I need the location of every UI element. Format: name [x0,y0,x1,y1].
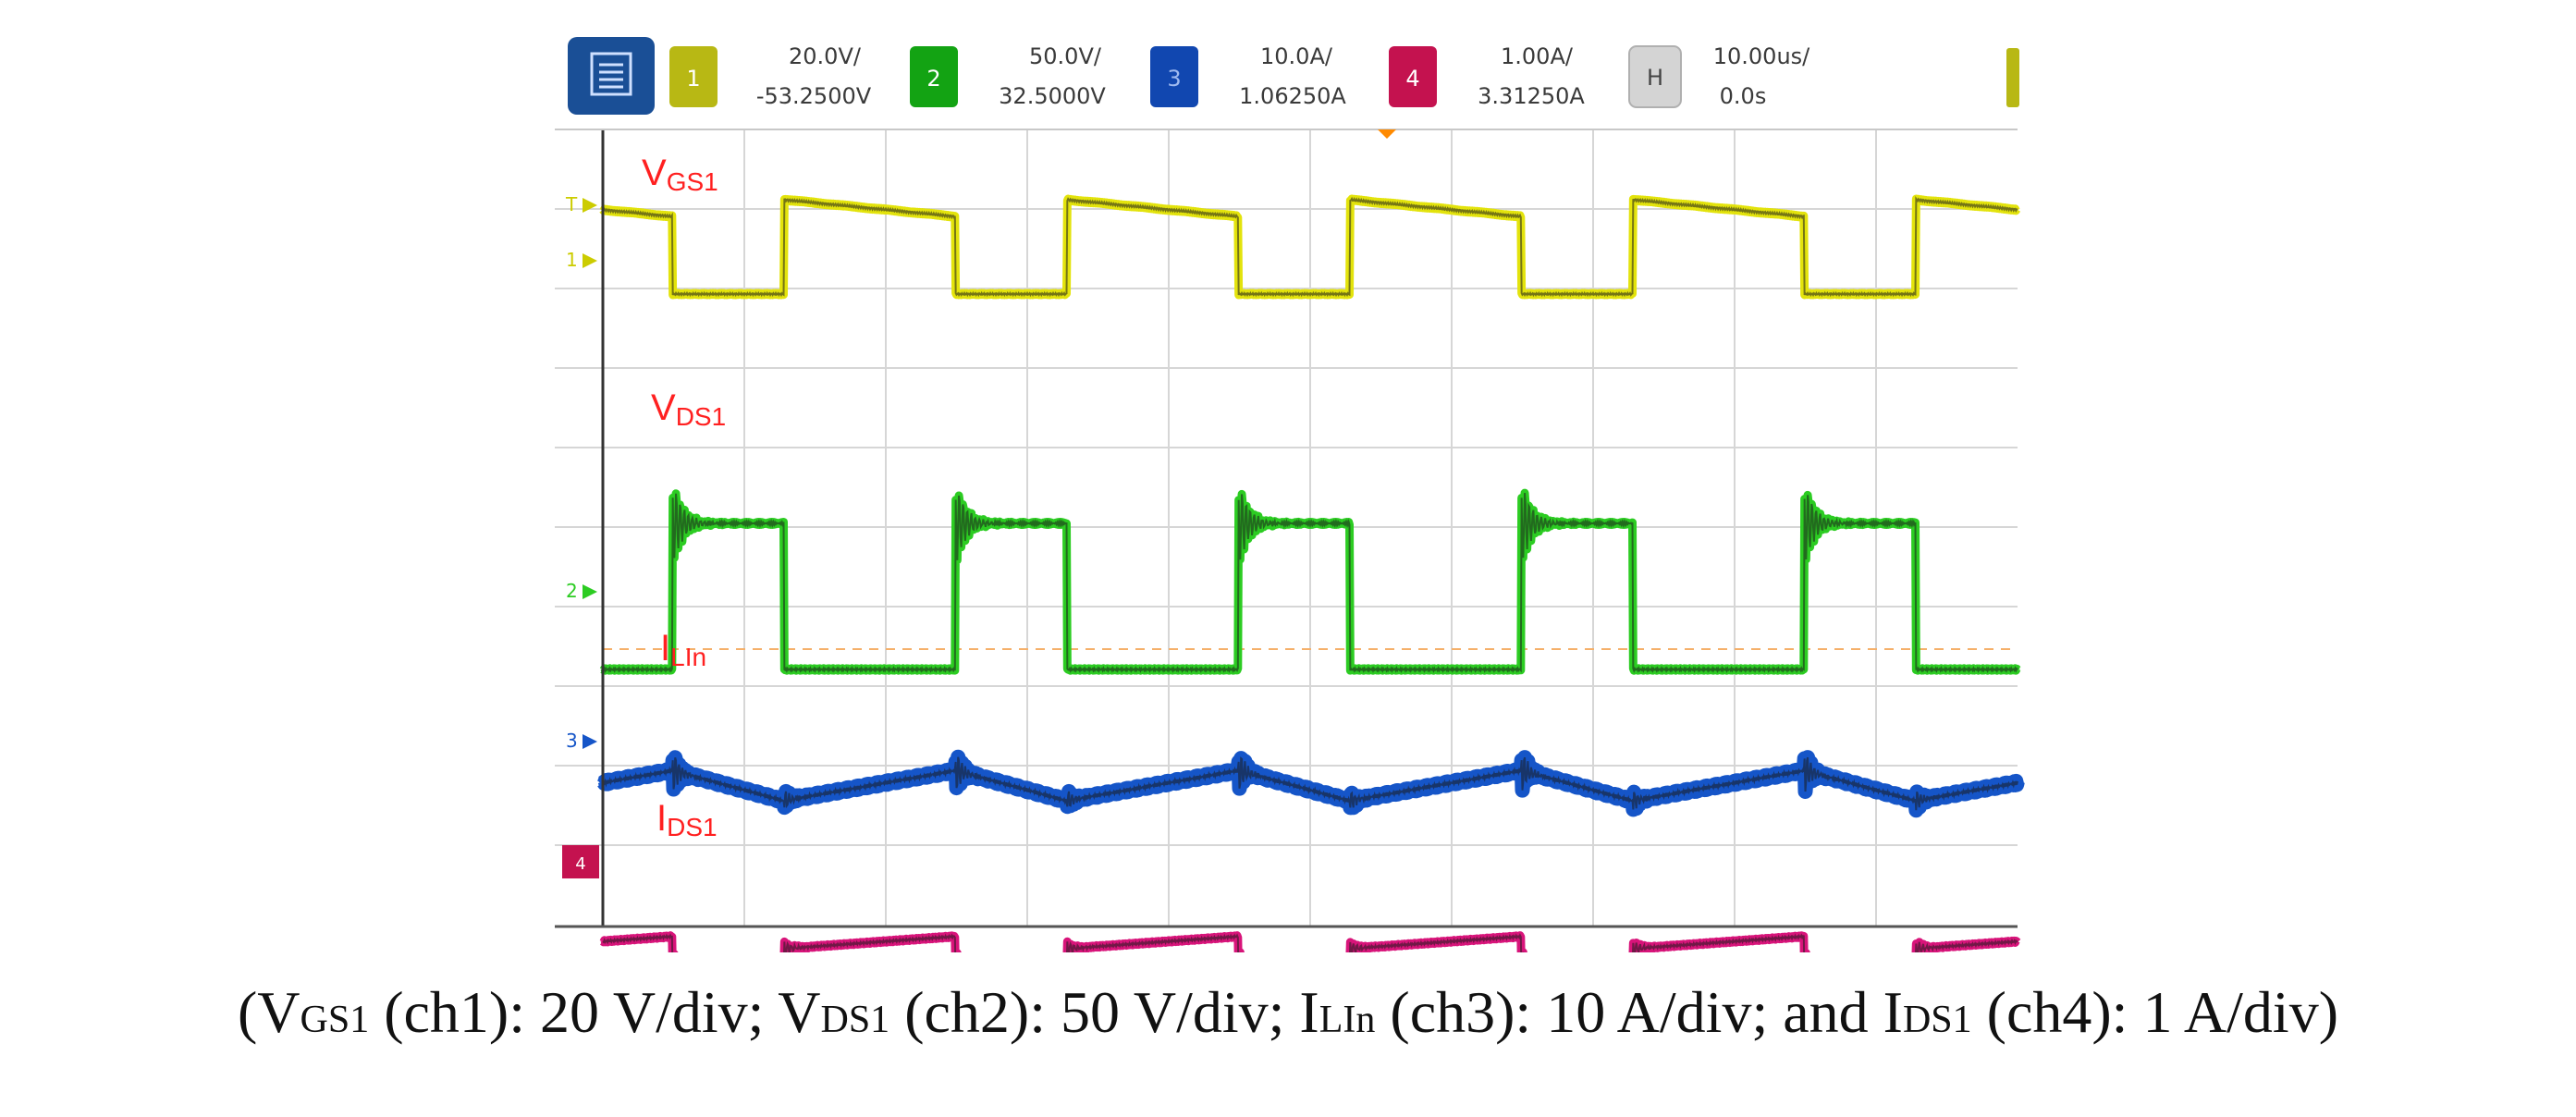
figure-caption: (VGS1 (ch1): 20 V/div; VDS1 (ch2): 50 V/… [0,978,2576,1047]
channel-marker-arrow [583,253,597,268]
channel-marker-label: 4 [575,854,585,874]
channel-marker-label: 3 [566,730,578,752]
channel-4-control[interactable]: 4 1.00A/ 3.31250A [1389,43,1585,109]
vgs1-trace-edge [602,196,2018,298]
channel-1-number: 1 [686,66,700,92]
channel-2-control[interactable]: 2 50.0V/ 32.5000V [910,43,1106,109]
channel-3-offset: 1.06250A [1239,83,1346,109]
caption-subscript: LIn [1319,999,1376,1041]
channel-2-number: 2 [926,66,940,92]
channel-marker-label: T [565,193,578,215]
channel-3-number: 3 [1167,66,1181,92]
menu-button[interactable] [568,37,655,115]
trace-label-sub: LIn [670,643,706,671]
horizontal-label: H [1647,65,1663,91]
channel-marker-arrow [583,734,597,749]
channel-markers: T 1 2 3 4 [562,193,599,878]
oscilloscope-display: 1 20.0V/ -53.2500V 2 50.0V/ 32.5000V 3 1… [555,37,2025,952]
trace-label-sub: DS1 [667,813,717,841]
ilin-trace-edge [602,756,2018,811]
channel-4-marker-box [562,845,599,878]
channel-3-scale: 10.0A/ [1260,43,1333,69]
channel-1-offset: -53.2500V [756,83,872,109]
caption-text: (ch3): 10 A/div; and I [1375,979,1903,1045]
caption-text: (ch1): 20 V/div; V [369,979,821,1045]
right-edge-marker [2006,48,2019,107]
caption-text: (V [237,979,301,1045]
caption-subscript: DS1 [1902,999,1972,1041]
channel-1-scale: 20.0V/ [789,43,862,69]
channel-marker-arrow [583,198,597,213]
channel-marker-arrow [583,584,597,599]
caption-subscript: GS1 [300,999,370,1041]
trace-label-ids: IDS1 [656,798,718,841]
ids1-trace-edge [602,933,2018,952]
caption-text: (ch4): 1 A/div) [1971,979,2339,1045]
channel-1-control[interactable]: 1 20.0V/ -53.2500V [669,43,872,109]
channel-marker-label: 1 [566,249,578,271]
channel-2-scale: 50.0V/ [1029,43,1102,69]
trace-label-vgs: VGS1 [642,153,718,196]
traces [595,194,2025,952]
trace-label-sub: GS1 [667,167,718,196]
vds1-trace-edge [602,493,2018,674]
horizontal-delay: 0.0s [1720,83,1767,109]
channel-marker-label: 2 [566,580,578,602]
horizontal-scale: 10.00us/ [1713,43,1810,69]
channel-2-offset: 32.5000V [999,83,1106,109]
caption-subscript: DS1 [820,999,890,1041]
channel-3-control[interactable]: 3 10.0A/ 1.06250A [1150,43,1346,109]
trace-label-main: V [642,153,667,193]
trace-label-main: V [651,387,676,428]
trace-label-ilin: ILIn [660,628,706,671]
trace-label-main: I [656,798,667,839]
caption-text: (ch2): 50 V/div; I [889,979,1319,1045]
menu-icon [590,52,632,96]
channel-4-number: 4 [1405,66,1419,92]
channel-4-scale: 1.00A/ [1501,43,1574,69]
trace-label-main: I [660,628,670,669]
trace-label-sub: DS1 [676,402,726,431]
trace-label-vds: VDS1 [651,387,726,431]
scope-toolbar: 1 20.0V/ -53.2500V 2 50.0V/ 32.5000V 3 1… [568,37,2019,115]
ids1-trace [599,931,2021,952]
trigger-position-marker [1378,129,1396,139]
horizontal-control[interactable]: H 10.00us/ 0.0s [1628,43,1810,109]
channel-4-offset: 3.31250A [1478,83,1585,109]
